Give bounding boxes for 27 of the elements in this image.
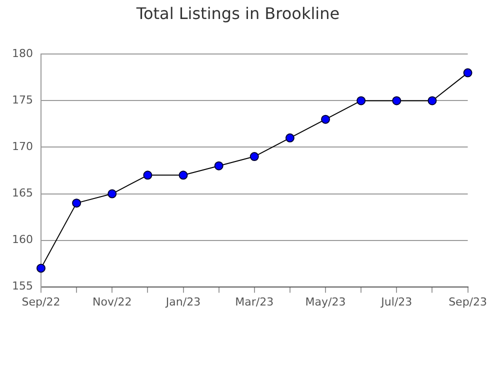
point [143,170,152,180]
x-tick-label: May/23 [305,295,346,308]
point [214,161,224,170]
x-tick-label: Sep/22 [22,295,60,308]
x-tick-label: Sep/23 [448,295,487,308]
y-tick-label: 180 [12,47,33,60]
y-tick-label: 170 [12,140,33,154]
x-tick-label: Jan/23 [164,295,201,308]
point [250,152,259,162]
point [178,170,188,180]
x-tick-label: Mar/23 [235,295,274,308]
point [285,133,294,142]
point [36,264,46,273]
x-tick-label: Jul/23 [380,295,412,308]
point [392,96,402,106]
point [72,198,82,208]
point [428,96,437,106]
y-tick-label: 175 [12,94,33,107]
chart-title: Total Listings in Brookline [135,4,340,23]
point [108,189,117,198]
y-tick-label: 165 [12,186,33,200]
point [463,68,472,78]
y-tick-label: 160 [12,233,33,246]
point [321,114,330,124]
y-tick-label: 155 [12,280,33,293]
point [356,96,366,106]
x-tick-label: Nov/22 [92,295,132,308]
